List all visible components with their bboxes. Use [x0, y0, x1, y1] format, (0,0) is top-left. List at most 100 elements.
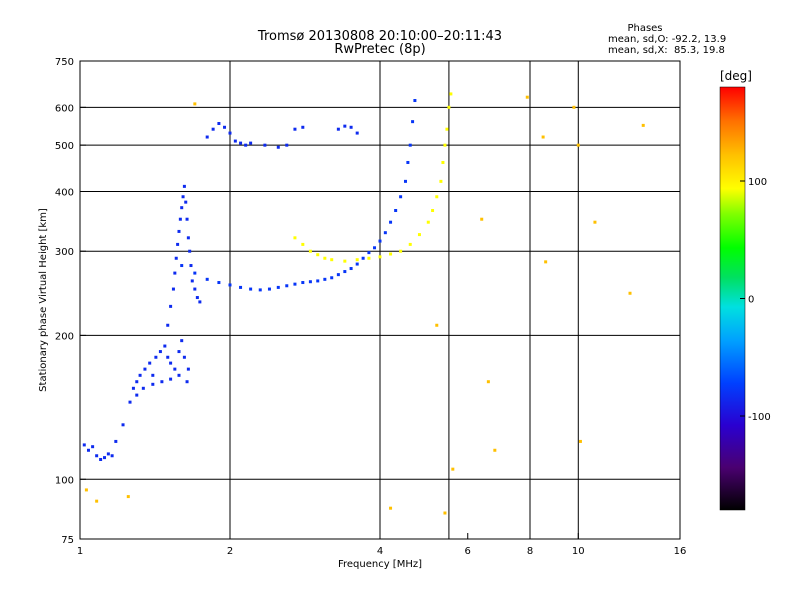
echo-point — [177, 229, 181, 233]
echo-point — [480, 217, 484, 221]
echo-point — [308, 249, 312, 253]
stats-line-o: mean, sd,O: -92.2, 13.9 — [608, 34, 726, 45]
echo-point — [177, 373, 181, 377]
echo-point — [110, 454, 114, 458]
colorbar-ticks: 100 0 -100 — [740, 177, 771, 423]
echo-point — [443, 143, 447, 147]
echo-point — [525, 95, 529, 99]
echo-point — [399, 249, 403, 253]
y-tick-label: 600 — [55, 103, 74, 114]
echo-point — [435, 195, 439, 199]
echo-point — [367, 256, 371, 260]
echo-point — [572, 105, 576, 109]
echo-point — [188, 249, 192, 253]
echo-point — [447, 105, 451, 109]
y-tick-label: 75 — [61, 535, 74, 546]
echo-point — [95, 499, 99, 503]
echo-point — [267, 287, 271, 291]
echo-point — [169, 361, 173, 365]
echo-point — [103, 456, 107, 460]
echo-point — [263, 143, 267, 147]
x-axis-label: Frequency [MHz] — [338, 559, 422, 570]
echo-point — [449, 92, 453, 96]
echo-point — [211, 127, 215, 131]
echo-point — [249, 141, 253, 145]
echo-point — [244, 143, 248, 147]
echo-point — [439, 179, 443, 183]
echo-point — [578, 439, 582, 443]
chart-subtitle: RwPretec (8p) — [334, 42, 425, 57]
echo-point — [349, 125, 353, 129]
echo-point — [135, 393, 139, 397]
echo-point — [293, 282, 297, 286]
echo-point — [493, 448, 497, 452]
echo-point — [86, 448, 90, 452]
echo-point — [541, 135, 545, 139]
echo-point — [193, 271, 197, 275]
echo-point — [249, 287, 253, 291]
echo-point — [138, 373, 142, 377]
echo-point — [389, 506, 393, 510]
x-tick-label: 2 — [227, 546, 233, 557]
echo-point — [198, 300, 202, 304]
colorbar: [deg] 100 0 -100 — [719, 69, 771, 511]
echo-point — [223, 125, 227, 129]
echo-point — [239, 141, 243, 145]
y-tick-label: 200 — [55, 331, 74, 342]
echo-point — [160, 380, 164, 384]
echo-point — [417, 233, 421, 237]
echo-point — [185, 380, 189, 384]
echo-point — [431, 209, 435, 213]
y-axis-label: Stationary phase Virtual Height [km] — [38, 208, 49, 392]
echo-point — [181, 195, 185, 199]
echo-point — [323, 277, 327, 281]
echo-point — [394, 209, 398, 213]
echo-point — [389, 252, 393, 256]
echo-point — [166, 355, 170, 359]
echo-point — [114, 439, 118, 443]
echo-point — [355, 262, 359, 266]
echo-point — [336, 127, 340, 131]
echo-point — [343, 259, 347, 263]
echo-point — [217, 281, 221, 285]
echo-point — [343, 124, 347, 128]
echo-point — [173, 367, 177, 371]
echo-point — [141, 386, 145, 390]
echo-point — [323, 256, 327, 260]
echo-point — [148, 361, 152, 365]
echo-point — [174, 256, 178, 260]
echo-point — [205, 135, 209, 139]
echo-point — [411, 120, 415, 124]
echo-point — [408, 242, 412, 246]
echo-point — [343, 270, 347, 274]
chart-title: Tromsø 20130808 20:10:00–20:11:43 — [257, 29, 502, 44]
echo-point — [121, 423, 125, 427]
echo-point — [330, 258, 334, 262]
echo-point — [228, 131, 232, 135]
stats-heading: Phases — [627, 23, 662, 34]
echo-point — [399, 195, 403, 199]
echo-point — [126, 495, 130, 499]
echo-point — [178, 217, 182, 221]
echo-point — [293, 236, 297, 240]
echo-point — [82, 443, 86, 447]
plot-area — [79, 60, 681, 540]
echo-point — [641, 123, 645, 127]
echo-point — [378, 239, 382, 243]
echo-point — [355, 131, 359, 135]
echo-point — [239, 285, 243, 289]
echo-point — [151, 373, 155, 377]
echo-point — [151, 382, 155, 386]
echo-point — [186, 236, 190, 240]
echo-point — [330, 276, 334, 280]
x-tick-label: 16 — [674, 546, 687, 557]
echo-point — [233, 139, 237, 143]
echo-point — [186, 367, 190, 371]
echo-point — [106, 452, 110, 456]
echo-point — [182, 184, 186, 188]
y-tick-label: 300 — [55, 247, 74, 258]
echo-point — [308, 280, 312, 284]
echo-point — [336, 273, 340, 277]
echo-point — [301, 242, 305, 246]
